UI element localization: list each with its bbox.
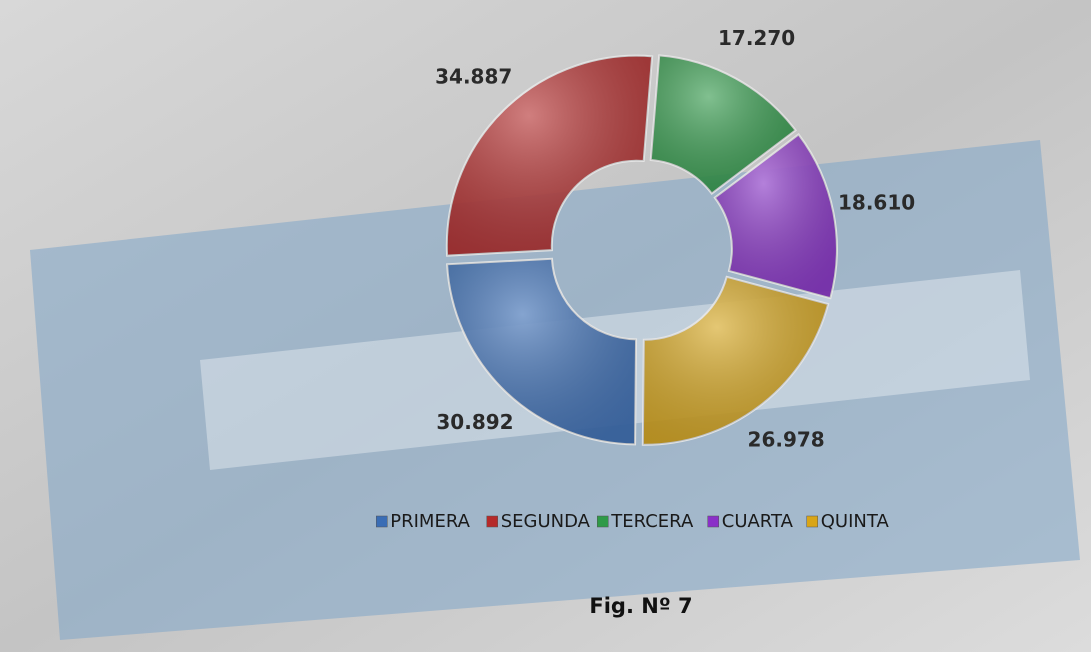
legend-swatch [376,515,388,528]
legend-swatch [707,515,719,528]
slice-shine [642,276,829,445]
caption: Fig. Nº 7 [589,594,692,618]
data-label: 17.270 [718,26,795,50]
legend-label: PRIMERA [390,511,470,532]
slice-shine [446,55,653,256]
data-label: 26.978 [748,428,825,452]
legend-label: QUINTA [821,511,890,532]
data-label: 18.610 [838,191,915,215]
legend-swatch [486,515,498,528]
legend-swatch [597,515,609,528]
legend-label: TERCERA [610,511,694,532]
legend-label: CUARTA [722,511,794,532]
data-label: 30.892 [436,410,513,434]
slice-shine [447,258,637,445]
legend-swatch [806,515,818,528]
data-label: 34.887 [435,64,512,88]
slice-shine [650,55,796,194]
legend-label: SEGUNDA [501,511,591,532]
slice-shine [714,134,837,299]
